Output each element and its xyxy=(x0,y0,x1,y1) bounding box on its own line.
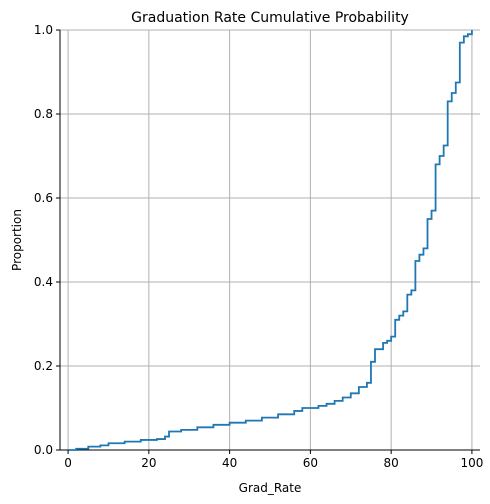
axes-spines xyxy=(59,30,480,451)
ecdf-step-line xyxy=(68,30,473,451)
data-series xyxy=(68,30,473,451)
x-axis-label: Grad_Rate xyxy=(239,481,302,495)
x-tick-label: 100 xyxy=(460,456,483,470)
x-ticks: 0 20 40 60 80 100 xyxy=(64,450,483,470)
y-tick-label: 0.2 xyxy=(34,359,53,373)
chart-title: Graduation Rate Cumulative Probability xyxy=(131,10,409,26)
y-tick-label: 1.0 xyxy=(34,23,53,37)
y-tick-label: 0.6 xyxy=(34,191,53,205)
y-tick-label: 0.4 xyxy=(34,275,53,289)
x-tick-label: 60 xyxy=(303,456,318,470)
y-ticks: 0.0 0.2 0.4 0.6 0.8 1.0 xyxy=(34,23,60,457)
x-tick-label: 20 xyxy=(141,456,156,470)
x-tick-label: 40 xyxy=(222,456,237,470)
x-tick-label: 0 xyxy=(64,456,72,470)
y-tick-label: 0.0 xyxy=(34,443,53,457)
y-tick-label: 0.8 xyxy=(34,107,53,121)
x-tick-label: 80 xyxy=(384,456,399,470)
grid-lines xyxy=(60,29,480,451)
y-axis-label: Proportion xyxy=(10,209,24,271)
